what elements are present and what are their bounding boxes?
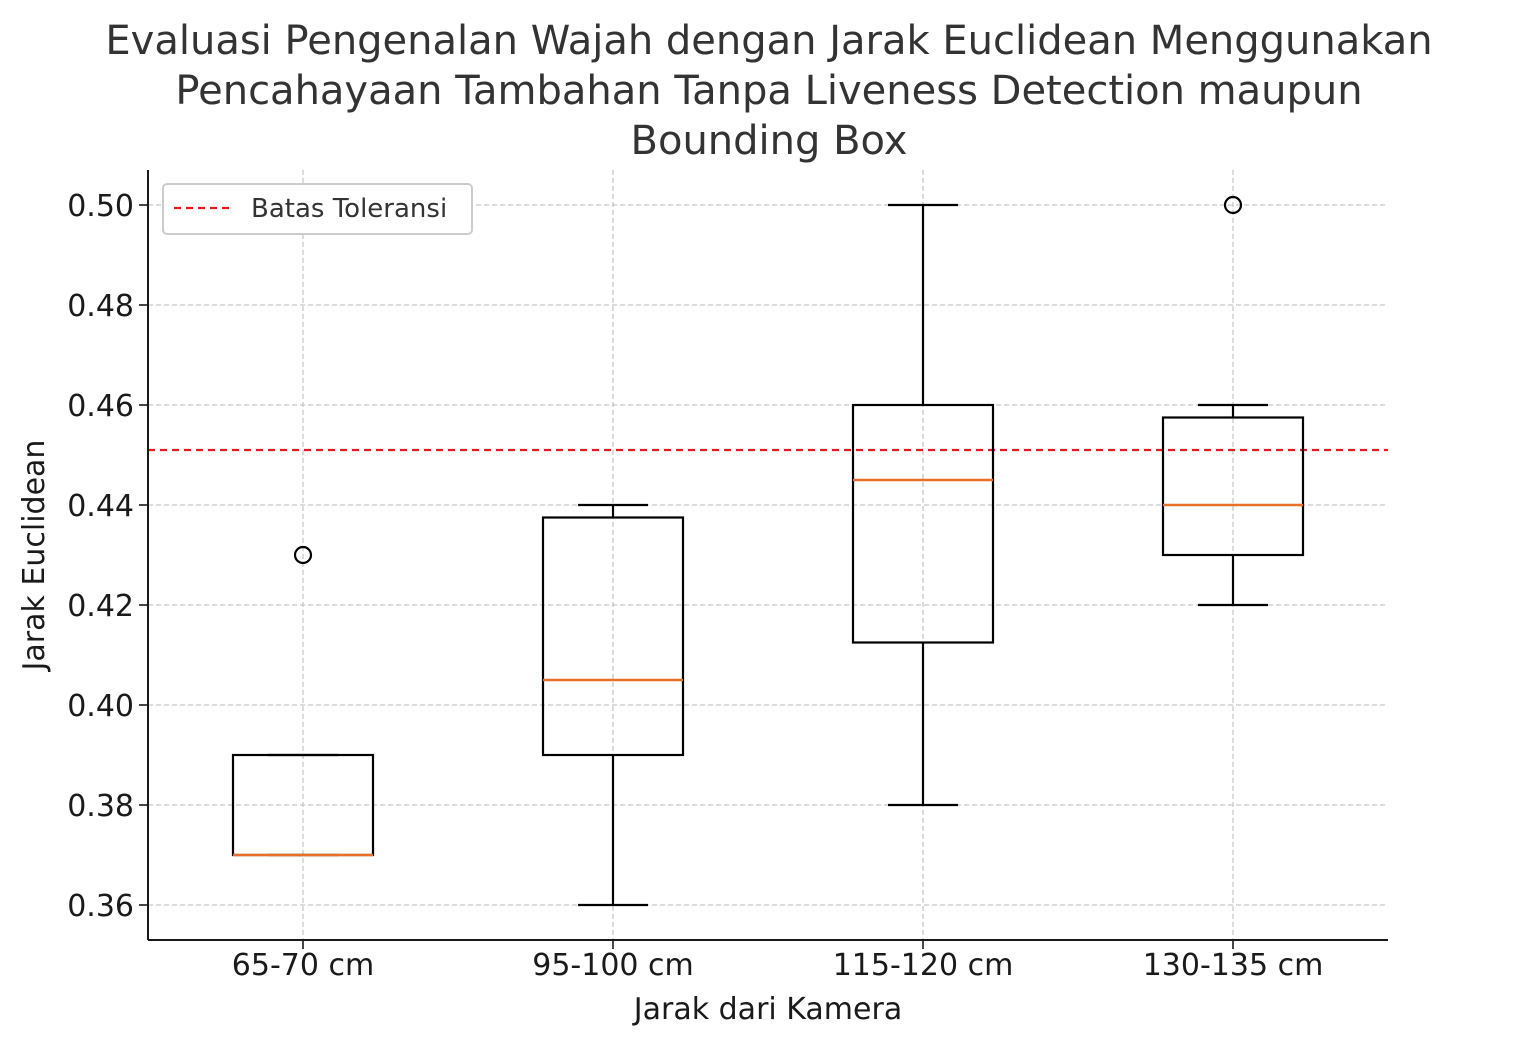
y-tick-label: 0.40 bbox=[67, 689, 134, 724]
chart-title: Evaluasi Pengenalan Wajah dengan Jarak E… bbox=[105, 18, 1432, 164]
x-ticks: 65-70 cm 95-100 cm 115-120 cm 130-135 cm bbox=[232, 940, 1324, 983]
x-tick-label: 95-100 cm bbox=[532, 948, 694, 983]
axes bbox=[147, 170, 1388, 941]
outlier-point bbox=[293, 545, 313, 565]
x-axis-label: Jarak dari Kamera bbox=[632, 992, 902, 1027]
y-tick-label: 0.48 bbox=[67, 289, 134, 324]
boxplot-115-120-cm bbox=[851, 203, 995, 807]
y-tick-label: 0.42 bbox=[67, 589, 134, 624]
chart-title-line-3: Bounding Box bbox=[631, 118, 908, 164]
box-iqr bbox=[851, 403, 995, 644]
y-ticks: 0.36 0.38 0.40 0.42 0.44 0.46 0.48 0.50 bbox=[67, 189, 148, 924]
boxplot-130-135-cm bbox=[1161, 195, 1305, 607]
y-axis-label: Jarak Euclidean bbox=[17, 440, 52, 673]
x-tick-label: 65-70 cm bbox=[232, 948, 374, 983]
x-tick-label: 115-120 cm bbox=[833, 948, 1014, 983]
chart-title-line-1: Evaluasi Pengenalan Wajah dengan Jarak E… bbox=[105, 18, 1432, 64]
y-tick-label: 0.46 bbox=[67, 389, 134, 424]
box-iqr bbox=[1161, 416, 1305, 557]
y-tick-label: 0.36 bbox=[67, 889, 134, 924]
chart-title-line-2: Pencahayaan Tambahan Tanpa Liveness Dete… bbox=[175, 68, 1362, 114]
legend-box bbox=[162, 183, 473, 235]
legend-label-threshold: Batas Toleransi bbox=[251, 194, 447, 224]
boxplots bbox=[231, 195, 1305, 907]
boxplot-95-100-cm bbox=[541, 503, 685, 907]
legend: Batas Toleransi bbox=[162, 183, 473, 235]
y-tick-label: 0.38 bbox=[67, 789, 134, 824]
outlier-point bbox=[1223, 195, 1243, 215]
box-iqr bbox=[541, 516, 685, 757]
boxplot-65-70-cm bbox=[231, 545, 375, 857]
y-tick-label: 0.50 bbox=[67, 189, 134, 224]
y-tick-label: 0.44 bbox=[67, 489, 134, 524]
x-tick-label: 130-135 cm bbox=[1143, 948, 1324, 983]
